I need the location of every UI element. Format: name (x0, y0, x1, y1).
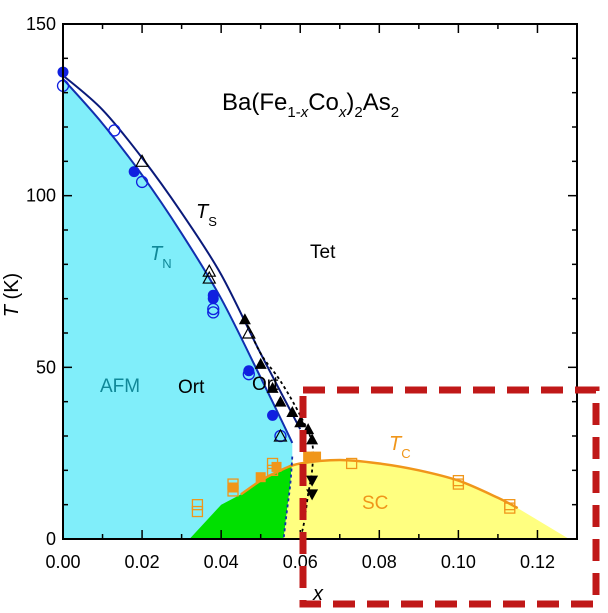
tc-open-square-point (345, 457, 358, 470)
tc-open-square-point (191, 499, 204, 511)
ts-filled-triangle-point (306, 433, 319, 445)
tc-open-square-point (452, 474, 465, 487)
ts-open-triangle-point (241, 325, 256, 339)
tn-open-circle-point (135, 175, 149, 189)
x-tick-label: 0.10 (441, 552, 476, 572)
ts-open-triangle-point (273, 428, 288, 442)
ts-open-triangle-point (135, 154, 150, 167)
tet-label: Tet (310, 242, 336, 263)
sc-label: SC (362, 493, 388, 514)
y-tick-label: 150 (26, 14, 56, 34)
tn-curve (62, 78, 294, 444)
tn-curve-label: TN (150, 243, 172, 271)
tc-open-square-point (504, 502, 516, 514)
tc-open-square-point (191, 505, 204, 518)
tc-curve-label: TC (389, 433, 411, 461)
ts-filled-triangle-point (266, 381, 279, 393)
x-axis-label: x (312, 583, 324, 605)
ts-open-triangle-point (202, 270, 217, 284)
phase-regions (63, 78, 570, 540)
ts-filled-down-triangle-point (306, 489, 319, 501)
tc-filled-square-point (228, 482, 239, 493)
y-axis-label: T (K) (1, 273, 23, 317)
highlight-dashed-box (299, 386, 600, 608)
ts-filled-triangle-point (254, 357, 267, 369)
tc-filled-square-point (303, 451, 314, 462)
tc-filled-square-point (255, 472, 266, 483)
afm-label: AFM (100, 376, 140, 397)
chart-title: Ba(Fe1-xCox)2As2 (222, 89, 399, 121)
tn-filled-circle-point (207, 293, 219, 305)
x-tick-label: 0.02 (125, 552, 160, 572)
sc-afm-coexistence-region (189, 456, 293, 539)
tn-filled-circle-point (243, 365, 255, 377)
x-tick-label: 0.08 (362, 552, 397, 572)
ort-label-right: Ort (252, 374, 279, 395)
tn-dashed-curve (282, 456, 294, 540)
ts-open-triangle-point (202, 263, 217, 277)
x-tick-label: 0.12 (520, 552, 555, 572)
ts-filled-down-triangle-point (306, 475, 319, 487)
ts-filled-triangle-point (294, 416, 307, 428)
afm-region (63, 78, 293, 540)
tc-filled-square-point (271, 461, 282, 472)
y-tick-label: 100 (26, 186, 56, 206)
y-tick-label: 0 (46, 529, 56, 549)
tn-open-circle-point (207, 302, 220, 316)
data-markers (56, 66, 516, 518)
x-tick-label: 0.00 (45, 552, 80, 572)
ts-filled-triangle-point (274, 395, 287, 407)
tn-open-circle-point (242, 368, 255, 381)
x-tick-label: 0.06 (283, 552, 318, 572)
tc-filled-square-point (311, 451, 322, 462)
ts-filled-triangle-point (286, 405, 299, 417)
ts-filled-triangle-point (238, 313, 251, 325)
ts-curve-label: TS (196, 201, 217, 229)
x-tick-label: 0.04 (204, 552, 239, 572)
y-tick-label: 50 (36, 357, 56, 377)
plot-frame (62, 23, 578, 540)
sc-region (283, 456, 570, 539)
ort-label-left: Ort (178, 377, 205, 398)
tn-open-circle-point (207, 306, 220, 319)
tn-filled-circle-point (128, 166, 140, 178)
tn-open-circle-point (108, 124, 121, 137)
tn-filled-circle-point (267, 409, 279, 421)
axis-ticks: 0.00 0.02 0.04 0.06 0.08 0.10 0.12 0 50 100 150 (26, 14, 577, 572)
